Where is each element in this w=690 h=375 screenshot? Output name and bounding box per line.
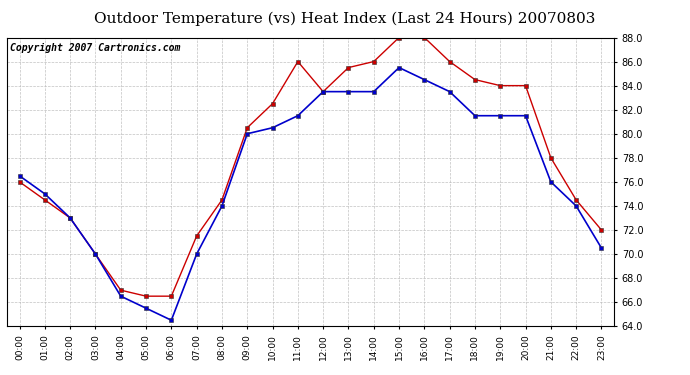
- Text: Copyright 2007 Cartronics.com: Copyright 2007 Cartronics.com: [10, 43, 180, 53]
- Text: Outdoor Temperature (vs) Heat Index (Last 24 Hours) 20070803: Outdoor Temperature (vs) Heat Index (Las…: [95, 11, 595, 26]
